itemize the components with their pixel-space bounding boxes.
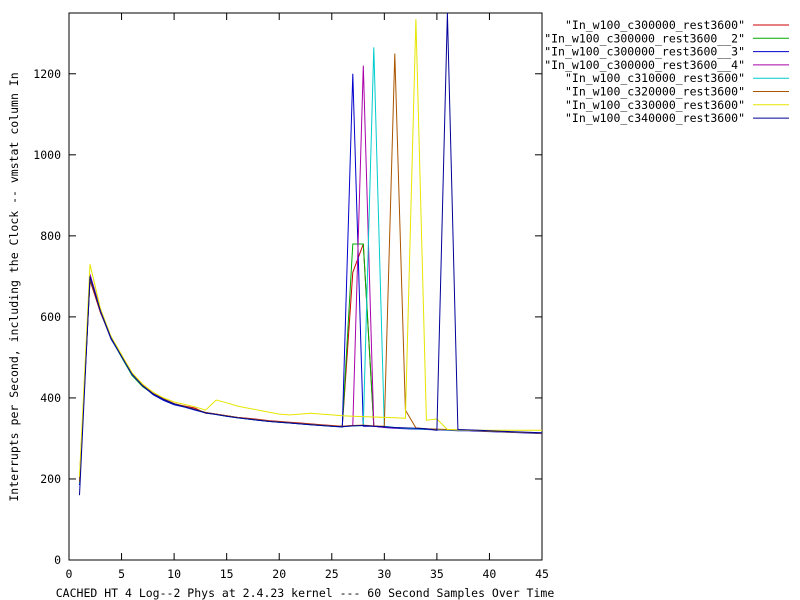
y-tick-label: 1200 — [33, 67, 61, 81]
x-tick-label: 45 — [535, 567, 549, 581]
x-tick-label: 0 — [66, 567, 73, 581]
plot-area — [68, 12, 543, 561]
series-line-6 — [79, 53, 543, 483]
series-line-7 — [79, 19, 542, 477]
plot-border — [68, 12, 543, 561]
x-tick-label: 30 — [377, 567, 391, 581]
series-line-1 — [79, 243, 543, 480]
y-axis-label: Interrupts per Second, including the Clo… — [7, 72, 21, 501]
y-tick-label: 200 — [40, 472, 61, 486]
legend-label: "In_w100_c310000_rest3600" — [565, 71, 745, 85]
legend-label: "In_w100_c300000_rest3600__3" — [544, 45, 745, 59]
x-tick-label: 35 — [430, 567, 444, 581]
series-line-3 — [79, 73, 543, 486]
x-tick-label: 25 — [325, 567, 339, 581]
legend-label: "In_w100_c300000_rest3600__2" — [544, 31, 745, 45]
legend-label: "In_w100_c300000_rest3600__4" — [544, 58, 745, 72]
legend-label: "In_w100_c330000_rest3600" — [565, 98, 745, 112]
x-axis-ticks: 0 5 10 15 20 25 30 35 40 45 — [66, 13, 549, 581]
series-lines — [79, 12, 543, 496]
x-axis-label: CACHED HT 4 Log--2 Phys at 2.4.23 kernel… — [56, 586, 555, 600]
series-line-8 — [79, 12, 543, 496]
series-line-4 — [79, 65, 543, 484]
y-tick-label: 800 — [40, 229, 61, 243]
y-tick-label: 1000 — [33, 148, 61, 162]
y-tick-label: 0 — [54, 553, 61, 567]
y-axis-ticks: 0 200 400 600 800 1000 1200 — [33, 67, 542, 567]
y-tick-label: 400 — [40, 391, 61, 405]
x-tick-label: 15 — [220, 567, 234, 581]
x-tick-label: 20 — [272, 567, 286, 581]
legend: "In_w100_c300000_rest3600""In_w100_c3000… — [544, 18, 789, 125]
legend-label: "In_w100_c320000_rest3600" — [565, 85, 745, 99]
x-tick-label: 10 — [167, 567, 181, 581]
x-tick-label: 5 — [118, 567, 125, 581]
series-line-5 — [79, 47, 543, 484]
y-tick-label: 600 — [40, 310, 61, 324]
legend-label: "In_w100_c340000_rest3600" — [565, 111, 745, 125]
legend-label: "In_w100_c300000_rest3600" — [565, 18, 745, 32]
x-tick-label: 40 — [483, 567, 497, 581]
series-line-2 — [79, 243, 543, 482]
